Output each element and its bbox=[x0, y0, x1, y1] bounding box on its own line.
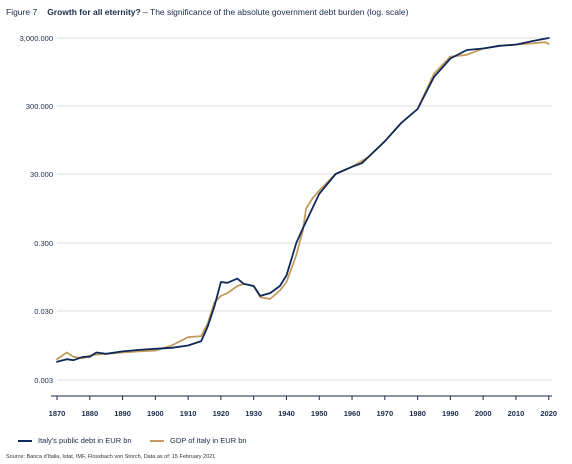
chart-title: Figure 7 Growth for all eternity? – The s… bbox=[6, 7, 408, 17]
x-tick-label: 1980 bbox=[409, 409, 426, 418]
x-tick-label: 1920 bbox=[213, 409, 230, 418]
gdp-series-line bbox=[56, 41, 550, 361]
y-tick-label: 300.000 bbox=[26, 102, 53, 111]
figure-label: Figure 7 bbox=[6, 7, 38, 17]
x-tick-label: 1990 bbox=[442, 409, 459, 418]
legend-gdp: GDP of Italy in EUR bn bbox=[150, 436, 247, 445]
y-tick-label: 0.300 bbox=[34, 239, 53, 248]
y-tick-label: 30.000 bbox=[30, 170, 53, 179]
y-tick-label: 0.003 bbox=[34, 376, 53, 385]
x-tick-label: 1910 bbox=[180, 409, 197, 418]
x-tick-label: 1900 bbox=[147, 409, 164, 418]
legend-gdp-label: GDP of Italy in EUR bn bbox=[170, 436, 247, 445]
x-tick-label: 1930 bbox=[245, 409, 262, 418]
debt-series-line bbox=[56, 37, 550, 363]
title-rest: – The significance of the absolute gover… bbox=[140, 7, 409, 17]
legend-debt-label: Italy's public debt in EUR bn bbox=[38, 436, 132, 445]
x-tick-label: 1970 bbox=[376, 409, 393, 418]
x-tick-label: 1950 bbox=[311, 409, 328, 418]
x-tick-label: 2010 bbox=[508, 409, 525, 418]
x-tick-label: 1890 bbox=[114, 409, 131, 418]
x-tick-label: 1960 bbox=[344, 409, 361, 418]
legend-gdp-swatch bbox=[150, 439, 164, 442]
x-tick-label: 1940 bbox=[278, 409, 295, 418]
legend-debt: Italy's public debt in EUR bn bbox=[18, 436, 132, 445]
legend-debt-swatch bbox=[18, 439, 32, 442]
title-bold: Growth for all eternity? bbox=[47, 7, 141, 17]
y-tick-label: 0.030 bbox=[34, 307, 53, 316]
source-note: Source: Banca d'Italia, Istat, IMF, Flos… bbox=[6, 454, 216, 460]
x-tick-label: 1870 bbox=[49, 409, 66, 418]
x-tick-label: 1880 bbox=[81, 409, 98, 418]
y-tick-label: 3,000.000 bbox=[20, 34, 53, 43]
x-tick-label: 2020 bbox=[540, 409, 557, 418]
x-tick-label: 2000 bbox=[475, 409, 492, 418]
